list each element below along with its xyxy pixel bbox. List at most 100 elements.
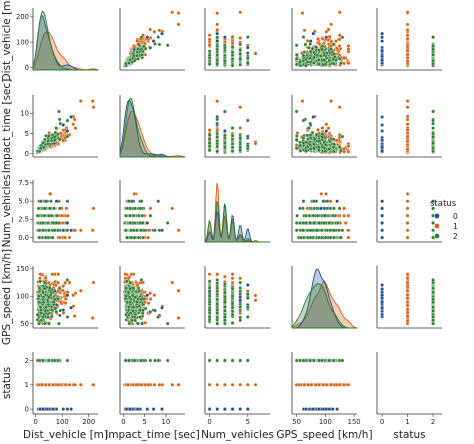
scatter-point-s1 xyxy=(346,49,351,54)
scatter-point-s2 xyxy=(431,149,435,154)
scatter-point-s1 xyxy=(346,228,351,233)
scatter-point-s0 xyxy=(311,115,316,119)
scatter-point-s0 xyxy=(69,115,73,119)
scatter-point-s1 xyxy=(66,213,70,218)
scatter-point-s2 xyxy=(294,221,299,225)
scatter-point-s2 xyxy=(50,235,55,240)
panel-r0-c1 xyxy=(119,8,185,71)
scatter-point-s0 xyxy=(380,31,384,36)
scatter-point-s1 xyxy=(157,28,162,33)
scatter-point-s2 xyxy=(157,42,162,47)
scatter-point-s2 xyxy=(230,126,235,130)
scatter-point-s2 xyxy=(230,149,235,154)
scatter-point-s2 xyxy=(323,213,328,218)
scatter-point-s2 xyxy=(323,235,328,240)
scatter-point-s2 xyxy=(37,228,42,233)
scatter-point-s1 xyxy=(327,34,332,39)
scatter-point-s0 xyxy=(245,45,250,50)
scatter-point-s2 xyxy=(294,43,299,48)
scatter-point-s0 xyxy=(65,129,70,133)
scatter-point-s2 xyxy=(339,235,343,240)
scatter-point-s0 xyxy=(380,58,384,63)
scatter-point-s2 xyxy=(40,221,45,225)
scatter-point-s2 xyxy=(431,61,435,66)
scatter-point-s2 xyxy=(311,213,316,218)
scatter-point-s0 xyxy=(160,31,164,36)
scatter-point-s2 xyxy=(41,145,46,150)
panel-r1-c1 xyxy=(119,95,186,158)
scatter-point-s1 xyxy=(230,40,235,45)
scatter-point-s2 xyxy=(320,134,324,139)
scatter-point-s2 xyxy=(215,121,220,126)
scatter-point-s2 xyxy=(304,63,308,68)
scatter-point-s1 xyxy=(253,51,258,56)
scatter-point-s2 xyxy=(230,50,235,55)
scatter-point-s1 xyxy=(215,11,220,15)
scatter-point-s2 xyxy=(245,51,250,55)
scatter-point-s1 xyxy=(73,126,78,131)
scatter-point-s2 xyxy=(331,42,336,47)
scatter-point-s2 xyxy=(331,228,336,233)
scatter-point-s2 xyxy=(340,134,345,139)
scatter-point-s1 xyxy=(253,141,258,146)
scatter-point-s2 xyxy=(327,58,332,63)
scatter-point-s1 xyxy=(320,126,325,130)
scatter-point-s2 xyxy=(322,221,327,225)
scatter-point-s2 xyxy=(245,56,250,60)
scatter-point-s1 xyxy=(170,10,175,15)
scatter-point-s1 xyxy=(405,52,410,57)
scatter-point-s0 xyxy=(380,145,384,150)
scatter-point-s0 xyxy=(319,206,323,211)
scatter-point-s2 xyxy=(331,137,336,142)
scatter-point-s2 xyxy=(315,228,319,233)
scatter-point-s2 xyxy=(294,52,299,57)
scatter-point-s2 xyxy=(327,221,332,225)
scatter-point-s2 xyxy=(223,45,227,50)
scatter-point-s2 xyxy=(308,221,313,225)
scatter-point-s2 xyxy=(294,134,299,138)
scatter-point-s1 xyxy=(207,42,212,47)
scatter-point-s2 xyxy=(298,206,302,211)
scatter-point-s2 xyxy=(308,142,313,147)
scatter-point-s2 xyxy=(141,235,145,240)
scatter-point-s2 xyxy=(129,228,133,233)
scatter-point-s2 xyxy=(157,228,162,233)
scatter-point-s0 xyxy=(69,228,73,233)
scatter-point-s2 xyxy=(312,221,316,225)
scatter-point-s2 xyxy=(298,60,302,64)
scatter-point-s2 xyxy=(336,221,340,225)
y-tick-label: 0 xyxy=(25,64,29,72)
scatter-point-s2 xyxy=(298,221,302,225)
scatter-point-s2 xyxy=(323,62,328,67)
scatter-point-s2 xyxy=(311,60,316,65)
scatter-point-s1 xyxy=(78,99,83,103)
scatter-point-s2 xyxy=(140,52,144,57)
scatter-point-s0 xyxy=(324,129,329,133)
scatter-point-s2 xyxy=(43,199,48,204)
kde-series-2 xyxy=(32,10,98,71)
scatter-point-s2 xyxy=(124,228,128,233)
y-tick-label: 0.0 xyxy=(18,234,29,242)
scatter-point-s0 xyxy=(380,115,384,119)
scatter-point-s2 xyxy=(322,58,327,62)
scatter-point-s1 xyxy=(329,99,333,103)
scatter-point-s2 xyxy=(312,55,316,60)
scatter-point-s2 xyxy=(308,228,313,233)
scatter-point-s1 xyxy=(342,206,346,211)
scatter-point-s2 xyxy=(238,57,243,61)
scatter-point-s2 xyxy=(55,228,60,233)
scatter-point-s2 xyxy=(238,140,243,145)
scatter-point-s2 xyxy=(230,133,235,138)
scatter-point-s2 xyxy=(301,53,306,58)
scatter-point-s2 xyxy=(332,142,336,147)
scatter-point-s1 xyxy=(215,28,220,33)
scatter-point-s2 xyxy=(308,60,313,65)
scatter-point-s1 xyxy=(343,221,348,225)
scatter-point-s2 xyxy=(340,35,345,40)
y-tick-label: 100 xyxy=(16,38,29,46)
scatter-point-s2 xyxy=(55,213,59,218)
y-tick-label: 5 xyxy=(25,130,29,138)
scatter-point-s2 xyxy=(301,118,306,123)
